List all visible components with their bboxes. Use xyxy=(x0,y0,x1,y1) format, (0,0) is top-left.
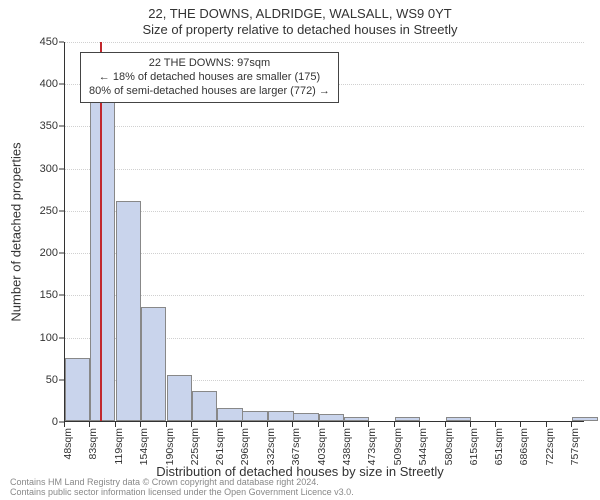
ytick-mark xyxy=(59,379,64,380)
xtick-mark xyxy=(140,422,141,427)
histogram-bar xyxy=(242,411,267,421)
histogram-bar xyxy=(395,417,420,421)
chart-title-sub: Size of property relative to detached ho… xyxy=(0,22,600,37)
ytick-label: 150 xyxy=(4,289,58,301)
footer-line-2: Contains public sector information licen… xyxy=(10,488,354,498)
xtick-label: 261sqm xyxy=(214,428,226,465)
ytick-label: 350 xyxy=(4,120,58,132)
histogram-bar xyxy=(344,417,369,421)
xtick-mark xyxy=(368,422,369,427)
xtick-label: 296sqm xyxy=(239,428,251,465)
ytick-mark xyxy=(59,126,64,127)
xtick-mark xyxy=(571,422,572,427)
gridline xyxy=(65,126,584,127)
chart-container: 22, THE DOWNS, ALDRIDGE, WALSALL, WS9 0Y… xyxy=(0,0,600,500)
xtick-label: 615sqm xyxy=(468,428,480,465)
histogram-bar xyxy=(90,75,115,421)
gridline xyxy=(65,169,584,170)
xtick-label: 403sqm xyxy=(316,428,328,465)
histogram-bar xyxy=(446,417,471,421)
gridline xyxy=(65,253,584,254)
ytick-mark xyxy=(59,210,64,211)
histogram-bar xyxy=(65,358,90,421)
xtick-mark xyxy=(343,422,344,427)
xtick-label: 651sqm xyxy=(493,428,505,465)
info-line-2: ← 18% of detached houses are smaller (17… xyxy=(89,71,330,85)
xtick-mark xyxy=(166,422,167,427)
ytick-label: 400 xyxy=(4,78,58,90)
xtick-label: 119sqm xyxy=(113,428,125,465)
ytick-label: 300 xyxy=(4,163,58,175)
ytick-mark xyxy=(59,42,64,43)
xtick-mark xyxy=(292,422,293,427)
xtick-label: 580sqm xyxy=(443,428,455,465)
attribution-footer: Contains HM Land Registry data © Crown c… xyxy=(10,478,354,498)
xtick-mark xyxy=(191,422,192,427)
xtick-mark xyxy=(546,422,547,427)
histogram-bar xyxy=(167,375,192,421)
histogram-bar xyxy=(268,411,293,421)
xtick-label: 473sqm xyxy=(366,428,378,465)
info-box: 22 THE DOWNS: 97sqm ← 18% of detached ho… xyxy=(80,52,339,103)
histogram-bar xyxy=(116,201,141,421)
info-line-3: 80% of semi-detached houses are larger (… xyxy=(89,85,330,99)
xtick-label: 83sqm xyxy=(87,428,99,460)
ytick-label: 50 xyxy=(4,374,58,386)
xtick-label: 225sqm xyxy=(189,428,201,465)
histogram-bar xyxy=(293,413,318,421)
histogram-bar xyxy=(572,417,597,421)
xtick-label: 48sqm xyxy=(62,428,74,460)
xtick-mark xyxy=(216,422,217,427)
histogram-bar xyxy=(192,391,217,421)
ytick-mark xyxy=(59,253,64,254)
histogram-bar xyxy=(217,408,242,421)
ytick-label: 200 xyxy=(4,247,58,259)
ytick-label: 100 xyxy=(4,332,58,344)
ytick-label: 450 xyxy=(4,36,58,48)
xtick-mark xyxy=(89,422,90,427)
xtick-label: 757sqm xyxy=(569,428,581,465)
gridline xyxy=(65,295,584,296)
chart-title-main: 22, THE DOWNS, ALDRIDGE, WALSALL, WS9 0Y… xyxy=(0,6,600,21)
gridline xyxy=(65,211,584,212)
ytick-mark xyxy=(59,295,64,296)
xtick-label: 438sqm xyxy=(341,428,353,465)
xtick-mark xyxy=(267,422,268,427)
xtick-mark xyxy=(241,422,242,427)
ytick-label: 250 xyxy=(4,205,58,217)
ytick-mark xyxy=(59,84,64,85)
xtick-mark xyxy=(445,422,446,427)
histogram-bar xyxy=(141,307,166,421)
xtick-mark xyxy=(394,422,395,427)
ytick-mark xyxy=(59,168,64,169)
xtick-mark xyxy=(419,422,420,427)
ytick-label: 0 xyxy=(4,416,58,428)
xtick-label: 190sqm xyxy=(164,428,176,465)
xtick-label: 367sqm xyxy=(290,428,302,465)
xtick-label: 722sqm xyxy=(544,428,556,465)
xtick-mark xyxy=(495,422,496,427)
xtick-mark xyxy=(470,422,471,427)
xtick-mark xyxy=(64,422,65,427)
gridline xyxy=(65,42,584,43)
histogram-bar xyxy=(319,414,344,421)
xtick-label: 509sqm xyxy=(392,428,404,465)
info-line-1: 22 THE DOWNS: 97sqm xyxy=(89,57,330,71)
xtick-label: 544sqm xyxy=(417,428,429,465)
xtick-label: 686sqm xyxy=(518,428,530,465)
xtick-label: 332sqm xyxy=(265,428,277,465)
xtick-mark xyxy=(115,422,116,427)
ytick-mark xyxy=(59,337,64,338)
xtick-mark xyxy=(318,422,319,427)
xtick-label: 154sqm xyxy=(138,428,150,465)
xtick-mark xyxy=(520,422,521,427)
